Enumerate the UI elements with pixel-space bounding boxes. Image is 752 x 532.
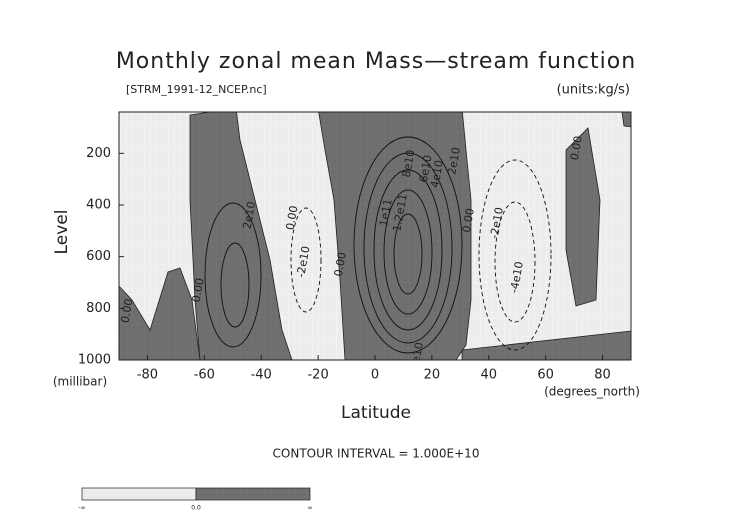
y-axis-label: Level	[52, 210, 72, 255]
x-tick-label: -20	[307, 368, 328, 383]
contour-label: 2e10	[241, 200, 259, 230]
contour-label: -4e10	[508, 260, 526, 294]
colorbar-label: 0.0	[191, 505, 201, 512]
x-axis-unit: (degrees_north)	[544, 385, 640, 399]
y-tick-label: 1000	[78, 353, 111, 368]
x-tick-label: -80	[137, 368, 158, 383]
x-tick-label: 0	[371, 368, 379, 383]
units: (units:kg/s)	[557, 83, 630, 98]
colorbar-positive	[195, 487, 311, 501]
contour-label: 0.00	[283, 205, 300, 231]
x-tick-label: 60	[537, 368, 554, 383]
y-tick-label: 200	[86, 146, 111, 161]
contour-label: 0.00	[568, 135, 585, 161]
x-tick-label: 80	[594, 368, 611, 383]
footer: CONTOUR INTERVAL = 1.000E+10	[273, 447, 480, 461]
x-tick-label: 40	[481, 368, 498, 383]
y-tick-label: 800	[86, 301, 111, 316]
contour-label: 0.00	[190, 277, 207, 303]
contour-lines	[204, 136, 552, 354]
colorbar-label: ∞	[308, 505, 313, 512]
contour-label: 0.00	[460, 207, 477, 233]
x-axis-label: Latitude	[341, 403, 411, 423]
y-tick-label: 600	[86, 249, 111, 264]
contour-label: 2e10	[408, 341, 426, 371]
contour-label: 8e10	[400, 149, 418, 179]
contour-label: 0.00	[119, 298, 136, 324]
y-tick-label: 400	[86, 198, 111, 213]
subtitle: [STRM_1991-12_NCEP.nc]	[126, 83, 267, 96]
contour-label: 1e11	[377, 198, 395, 228]
contour-label: -2e10	[488, 206, 506, 240]
y-axis-unit: (millibar)	[53, 375, 107, 389]
colorbar: -∞ 0.0 ∞	[78, 487, 313, 512]
contour-label: 4e10	[428, 159, 446, 189]
contour-label: 6e10	[417, 154, 435, 184]
contour-label: 0.00	[332, 251, 349, 277]
x-tick-label: 20	[424, 368, 441, 383]
colorbar-label: -∞	[78, 505, 85, 512]
contour-label: 2e10	[445, 146, 463, 176]
x-tick-label: -40	[251, 368, 272, 383]
colorbar-negative	[81, 487, 197, 501]
positive-regions	[119, 112, 631, 360]
contour-label: -2e10	[294, 245, 312, 279]
chart-title: Monthly zonal mean Mass—stream function	[116, 49, 636, 74]
x-tick-label: -60	[194, 368, 215, 383]
